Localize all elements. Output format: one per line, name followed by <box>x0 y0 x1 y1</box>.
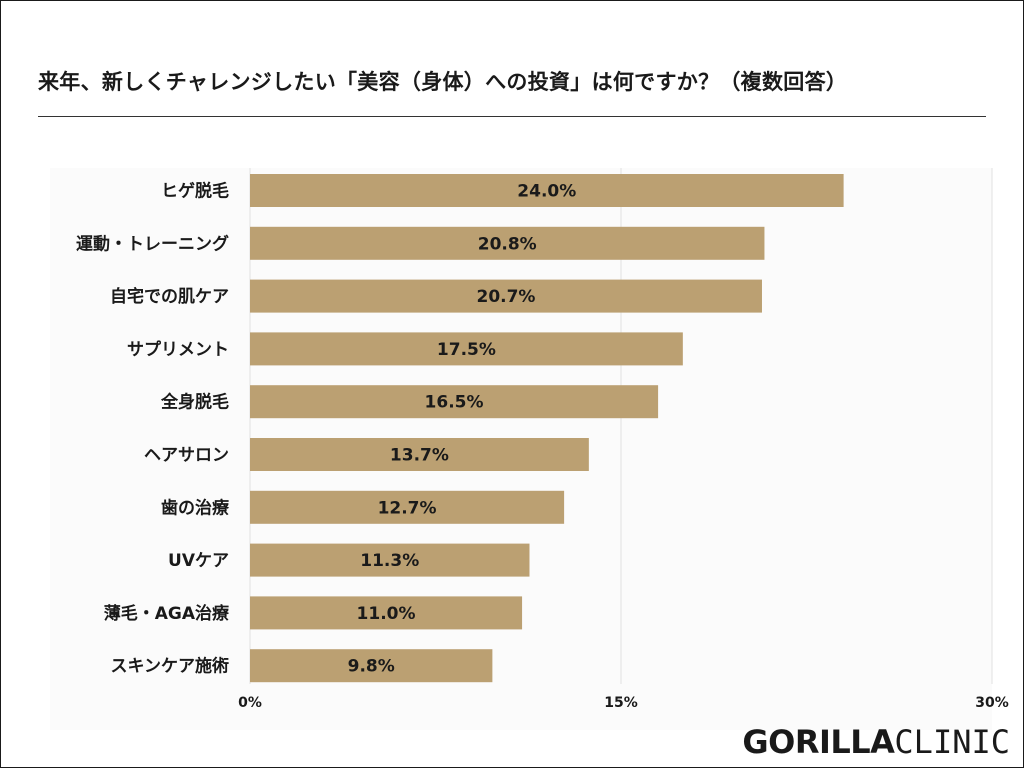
category-label: スキンケア施術 <box>111 656 230 677</box>
category-label: ヘアサロン <box>144 446 229 466</box>
category-label: サプリメント <box>127 339 229 360</box>
bar-value-label: 20.7% <box>476 287 535 307</box>
category-label: 歯の治療 <box>161 497 230 518</box>
bar-value-label: 11.3% <box>360 551 419 571</box>
bar <box>250 226 765 260</box>
bar <box>250 332 683 366</box>
chart-title: 来年、新しくチャレンジしたい「美容（身体）への投資」は何ですか？（複数回答） <box>38 70 848 94</box>
x-tick-label: 15% <box>604 695 638 711</box>
bar <box>250 279 762 313</box>
x-tick-label: 30% <box>975 695 1009 711</box>
bar-value-label: 11.0% <box>357 604 416 624</box>
bar-value-label: 17.5% <box>437 340 496 360</box>
logo-light-text: CLINIC <box>894 723 1010 761</box>
category-label: 運動・トレーニング <box>76 233 229 254</box>
category-label: 全身脱毛 <box>160 392 229 413</box>
x-tick-label: 0% <box>238 695 262 711</box>
bar <box>250 174 844 207</box>
category-label: ヒゲ脱毛 <box>161 181 229 202</box>
bar-value-label: 9.8% <box>348 657 395 677</box>
bar-value-label: 12.7% <box>378 498 437 518</box>
bar <box>250 438 589 471</box>
bar <box>250 490 565 524</box>
logo-bold-text: GORILLA <box>742 723 895 761</box>
bar-value-label: 13.7% <box>390 446 449 466</box>
bar <box>250 543 530 577</box>
category-label: UVケア <box>168 551 229 571</box>
category-label: 薄毛・AGA治療 <box>104 603 230 624</box>
bar <box>250 649 493 683</box>
bar-value-label: 16.5% <box>425 393 484 413</box>
bar-value-label: 20.8% <box>478 234 537 254</box>
bar <box>250 385 659 419</box>
bar <box>250 596 523 630</box>
gorilla-clinic-logo: GORILLACLINIC <box>742 726 1010 758</box>
title-divider <box>38 116 986 117</box>
category-label: 自宅での肌ケア <box>110 286 229 307</box>
bar-value-label: 24.0% <box>517 182 576 202</box>
